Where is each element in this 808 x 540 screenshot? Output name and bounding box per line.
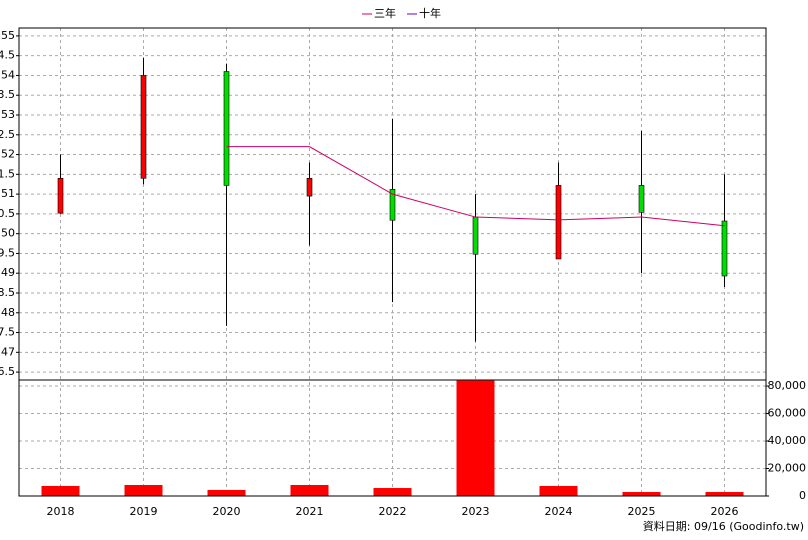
y2-tick-label: 80,000 bbox=[768, 379, 807, 392]
y-tick-label: 47 bbox=[1, 345, 15, 358]
x-tick-label: 2023 bbox=[462, 505, 490, 518]
x-tick-label: 2026 bbox=[711, 505, 739, 518]
volume-bar bbox=[539, 485, 578, 496]
y-tick-label: 54 bbox=[1, 68, 15, 81]
x-tick-label: 2025 bbox=[628, 505, 656, 518]
volume-bar bbox=[373, 488, 412, 496]
y-tick-label: 50.5 bbox=[0, 207, 15, 220]
volume-bar bbox=[456, 380, 495, 496]
candle-body bbox=[223, 71, 230, 186]
y-tick-label: 54.5 bbox=[0, 49, 15, 62]
y-tick-label: 53 bbox=[1, 108, 15, 121]
candle-body bbox=[306, 177, 313, 197]
candle-body bbox=[389, 189, 396, 221]
volume-bar bbox=[124, 485, 163, 496]
y-tick-label: 52.5 bbox=[0, 128, 15, 141]
volume-bar bbox=[41, 485, 80, 496]
volume-bar bbox=[705, 492, 744, 496]
y-tick-label: 49 bbox=[1, 266, 15, 279]
legend-label: 三年 bbox=[374, 6, 396, 20]
candle-body bbox=[721, 220, 728, 277]
legend-label: 十年 bbox=[419, 6, 441, 20]
x-tick-label: 2020 bbox=[213, 505, 241, 518]
volume-bar bbox=[207, 489, 246, 496]
candle-body bbox=[638, 185, 645, 213]
y-tick-label: 47.5 bbox=[0, 326, 15, 339]
y-tick-label: 51.5 bbox=[0, 167, 15, 180]
y-tick-label: 48.5 bbox=[0, 286, 15, 299]
x-tick-label: 2022 bbox=[379, 505, 407, 518]
y-tick-label: 55 bbox=[1, 29, 15, 42]
y2-tick-label: 40,000 bbox=[768, 434, 807, 447]
candle-body bbox=[140, 75, 147, 179]
candle-body bbox=[57, 177, 64, 214]
volume-bar bbox=[290, 485, 329, 496]
y-tick-label: 51 bbox=[1, 187, 15, 200]
line-series bbox=[226, 146, 725, 227]
y2-tick-label: 0 bbox=[799, 489, 806, 502]
candle-body bbox=[555, 185, 562, 260]
candle-body bbox=[472, 216, 479, 255]
y-tick-label: 48 bbox=[1, 306, 15, 319]
volume-bar bbox=[622, 492, 661, 496]
y-tick-label: 52 bbox=[1, 148, 15, 161]
y2-tick-label: 20,000 bbox=[768, 462, 807, 475]
footnote: 資料日期: 09/16 (Goodinfo.tw) bbox=[643, 519, 804, 533]
x-tick-label: 2021 bbox=[296, 505, 324, 518]
plot-frame bbox=[18, 27, 767, 497]
y-tick-label: 50 bbox=[1, 227, 15, 240]
y-tick-label: 53.5 bbox=[0, 88, 15, 101]
x-tick-label: 2019 bbox=[130, 505, 158, 518]
y-tick-label: 49.5 bbox=[0, 246, 15, 259]
y-tick-label: 46.5 bbox=[0, 365, 15, 378]
x-tick-label: 2018 bbox=[47, 505, 75, 518]
y2-tick-label: 60,000 bbox=[768, 407, 807, 420]
x-tick-label: 2024 bbox=[545, 505, 573, 518]
